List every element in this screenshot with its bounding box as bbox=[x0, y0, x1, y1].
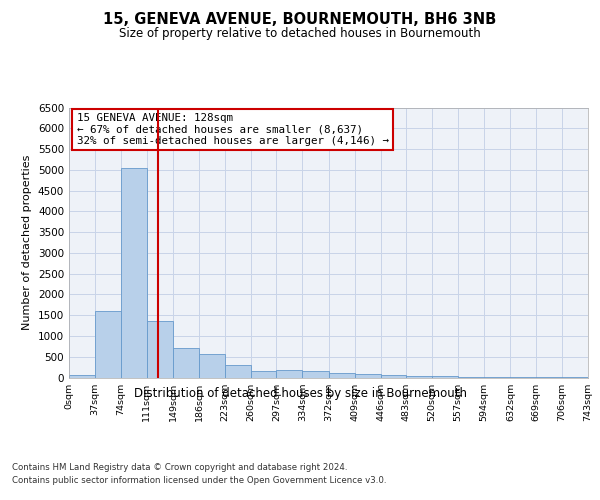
Text: Contains HM Land Registry data © Crown copyright and database right 2024.: Contains HM Land Registry data © Crown c… bbox=[12, 462, 347, 471]
Bar bbox=[355, 374, 380, 378]
Bar bbox=[95, 311, 121, 378]
Bar bbox=[121, 168, 146, 378]
Bar bbox=[380, 375, 406, 378]
Bar bbox=[251, 372, 277, 378]
Bar bbox=[329, 373, 355, 378]
Bar bbox=[173, 348, 199, 378]
Text: 15 GENEVA AVENUE: 128sqm
← 67% of detached houses are smaller (8,637)
32% of sem: 15 GENEVA AVENUE: 128sqm ← 67% of detach… bbox=[77, 113, 389, 146]
Text: Size of property relative to detached houses in Bournemouth: Size of property relative to detached ho… bbox=[119, 28, 481, 40]
Text: 15, GENEVA AVENUE, BOURNEMOUTH, BH6 3NB: 15, GENEVA AVENUE, BOURNEMOUTH, BH6 3NB bbox=[103, 12, 497, 28]
Text: Distribution of detached houses by size in Bournemouth: Distribution of detached houses by size … bbox=[133, 388, 467, 400]
Bar bbox=[432, 376, 458, 378]
Bar bbox=[225, 366, 251, 378]
Bar bbox=[302, 372, 329, 378]
Text: Contains public sector information licensed under the Open Government Licence v3: Contains public sector information licen… bbox=[12, 476, 386, 485]
Bar bbox=[69, 375, 95, 378]
Y-axis label: Number of detached properties: Number of detached properties bbox=[22, 155, 32, 330]
Bar bbox=[277, 370, 302, 378]
Bar bbox=[199, 354, 225, 378]
Bar bbox=[406, 376, 432, 378]
Bar bbox=[146, 322, 173, 378]
